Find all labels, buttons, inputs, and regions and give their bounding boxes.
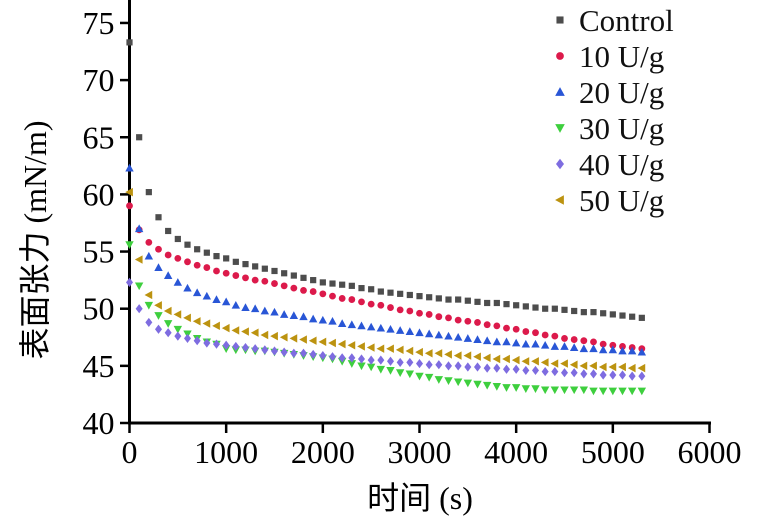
- legend-item-30ug: 30 U/g: [552, 110, 674, 146]
- x-tick-label: 0: [122, 434, 138, 470]
- y-tick-label: 50: [83, 291, 115, 327]
- y-tick-label: 40: [83, 405, 115, 441]
- legend-label: 50 U/g: [579, 182, 665, 218]
- x-tick-label: 5000: [581, 434, 645, 470]
- x-tick-label: 6000: [678, 434, 742, 470]
- x-axis-title: 时间 (s): [367, 480, 473, 516]
- legend-diamond-icon: [556, 158, 564, 170]
- y-tick-label: 60: [83, 176, 115, 212]
- legend-label: 40 U/g: [579, 146, 665, 182]
- legend-triangle-left-icon: [555, 195, 564, 205]
- legend-item-20ug: 20 U/g: [552, 74, 674, 110]
- series-30-u-g: [125, 241, 647, 396]
- legend-square-icon: [556, 16, 564, 24]
- legend-triangle-down-icon: [555, 124, 565, 133]
- x-tick-label: 4000: [484, 434, 548, 470]
- y-tick-label: 45: [83, 348, 115, 384]
- legend-circle-icon: [556, 52, 564, 60]
- legend-label: 20 U/g: [579, 74, 665, 110]
- y-tick-label: 55: [83, 234, 115, 270]
- x-axis-ticks: 0 1000 2000 3000 4000 5000 6000: [122, 424, 742, 470]
- legend-triangle-up-icon: [555, 87, 565, 96]
- y-axis-ticks: 40 45 50 55 60 65 70 75: [83, 5, 128, 441]
- legend-item-control: Control: [552, 2, 674, 38]
- x-tick-label: 1000: [194, 434, 258, 470]
- y-tick-label: 65: [83, 119, 115, 155]
- axes: [128, 0, 711, 425]
- legend-item-50ug: 50 U/g: [552, 182, 674, 218]
- y-axis-title: 表面张力 (mN/m): [17, 120, 53, 360]
- legend-label: 30 U/g: [579, 110, 665, 146]
- legend: Control 10 U/g 20 U/g 30 U/g 40 U/g 50 U…: [552, 2, 674, 218]
- x-tick-label: 3000: [388, 434, 452, 470]
- y-tick-label: 70: [83, 62, 115, 98]
- legend-label: 10 U/g: [579, 38, 665, 74]
- legend-item-10ug: 10 U/g: [552, 38, 674, 74]
- x-tick-label: 2000: [291, 434, 355, 470]
- series-10-u-g: [126, 202, 646, 353]
- legend-item-40ug: 40 U/g: [552, 146, 674, 182]
- legend-label: Control: [579, 2, 674, 38]
- y-tick-label: 75: [83, 5, 115, 41]
